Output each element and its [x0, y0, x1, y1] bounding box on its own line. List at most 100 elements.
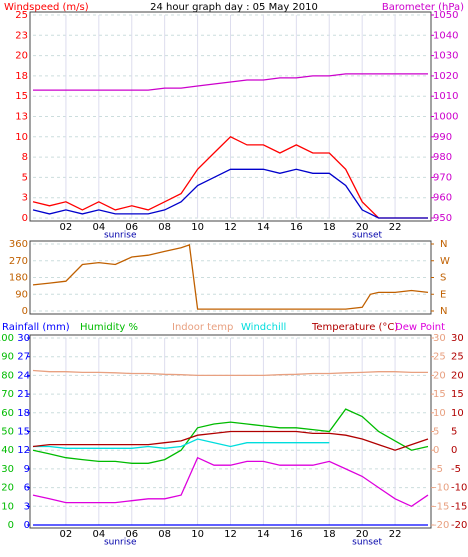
x-tick-label: 02: [60, 222, 73, 233]
y2-tick-label: N: [440, 306, 447, 317]
series-line: [32, 369, 428, 377]
y3-tick-label: 15: [17, 427, 30, 438]
y2-tick-label: 1010: [433, 91, 458, 102]
y-tick-label: 5: [22, 172, 28, 183]
y3-tick-label: 21: [17, 389, 30, 400]
y3-tick-label: 18: [17, 408, 30, 419]
y-tick-label: 8: [22, 152, 28, 163]
x-tick-label: 12: [224, 222, 237, 233]
y2-axis-label: Barometer (hPa): [382, 2, 464, 13]
y2-tick-label: 30: [451, 333, 464, 344]
series-line: [32, 168, 428, 219]
y-tick-label: 10: [1, 501, 14, 512]
legend-entry: Temperature (°C): [311, 322, 398, 333]
y-tick-label: 80: [1, 370, 14, 381]
annotation: sunrise: [104, 231, 137, 241]
x-tick-label: 12: [224, 529, 237, 540]
x-tick-label: 20: [356, 529, 369, 540]
y-tick-label: 13: [15, 112, 28, 123]
x-tick-label: 02: [60, 529, 73, 540]
y-tick-label: 360: [9, 239, 28, 250]
y-tick-label: 23: [15, 30, 28, 41]
y3-tick-label: 6: [24, 483, 30, 494]
y2-tick-label: 10: [433, 408, 446, 419]
x-tick-label: 08: [158, 529, 171, 540]
y2-tick-label: 5: [433, 427, 439, 438]
x-tick-label: 06: [125, 222, 138, 233]
y-tick-label: 10: [15, 132, 28, 143]
y-tick-label: 100: [0, 333, 14, 344]
y-tick-label: 70: [1, 389, 14, 400]
y2-tick-label: -10: [451, 483, 467, 494]
y2-tick-label: 10: [451, 408, 464, 419]
annotation: sunrise: [104, 538, 137, 548]
y2-tick-label: 0: [433, 445, 439, 456]
y2-tick-label: 980: [433, 152, 452, 163]
series-line: [32, 408, 429, 464]
y2-tick-label: 1020: [433, 71, 458, 82]
legend-entry: Indoor temp: [172, 322, 233, 333]
y-tick-label: 270: [9, 256, 28, 267]
legend-entry: Dew Point: [395, 322, 445, 333]
legend-entry: Windchill: [241, 322, 286, 333]
y2-tick-label: 960: [433, 193, 452, 204]
y3-tick-label: 3: [24, 501, 30, 512]
x-tick-label: 06: [125, 529, 138, 540]
y-tick-label: 50: [1, 427, 14, 438]
y2-tick-label: 15: [451, 389, 464, 400]
chart-title: 24 hour graph day : 05 May 2010: [150, 2, 318, 13]
y-tick-label: 0: [8, 520, 14, 531]
y2-tick-label: S: [440, 273, 446, 284]
y3-tick-label: 24: [17, 370, 30, 381]
legend-entry: Rainfall (mm): [2, 322, 70, 333]
y3-tick-label: 9: [24, 464, 30, 475]
x-tick-label: 20: [356, 222, 369, 233]
x-tick-label: 16: [290, 222, 303, 233]
y-tick-label: 15: [15, 91, 28, 102]
y2-tick-label: 30: [433, 333, 446, 344]
y2-tick-label: 1050: [433, 10, 458, 21]
y2-tick-label: E: [440, 289, 446, 300]
x-tick-label: 14: [257, 222, 270, 233]
y3-tick-label: 0: [24, 520, 30, 531]
series-line: [32, 244, 429, 310]
x-tick-label: 10: [191, 222, 204, 233]
y2-tick-label: W: [440, 256, 450, 267]
y-tick-label: 30: [1, 464, 14, 475]
y2-tick-label: 20: [451, 370, 464, 381]
series-line: [33, 73, 428, 91]
y2-tick-label: 0: [451, 445, 457, 456]
y2-tick-label: 25: [451, 352, 464, 363]
x-tick-label: 22: [389, 222, 402, 233]
y3-tick-label: 12: [17, 445, 30, 456]
y2-tick-label: -5: [451, 464, 461, 475]
x-tick-label: 08: [158, 222, 171, 233]
y-tick-label: 18: [15, 71, 28, 82]
y2-tick-label: 970: [433, 172, 452, 183]
x-tick-label: 18: [323, 222, 336, 233]
y-tick-label: 3: [22, 193, 28, 204]
y2-tick-label: 20: [433, 370, 446, 381]
y-tick-label: 90: [15, 289, 28, 300]
y2-tick-label: 990: [433, 132, 452, 143]
series-line: [32, 456, 429, 508]
annotation: sunset: [352, 538, 382, 548]
y2-tick-label: 25: [433, 352, 446, 363]
series-line: [33, 438, 330, 449]
y-tick-label: 0: [22, 306, 28, 317]
x-tick-label: 22: [389, 529, 402, 540]
y2-tick-label: -15: [451, 501, 467, 512]
y2-tick-label: 1000: [433, 112, 458, 123]
x-tick-label: 10: [191, 529, 204, 540]
y-tick-label: 25: [15, 10, 28, 21]
y2-tick-label: -5: [433, 464, 443, 475]
y-tick-label: 0: [22, 213, 28, 224]
y2-tick-label: 15: [433, 389, 446, 400]
y2-tick-label: 1040: [433, 30, 458, 41]
y2-tick-label: -20: [451, 520, 467, 531]
x-tick-label: 16: [290, 529, 303, 540]
y-axis-label: Windspeed (m/s): [4, 2, 89, 13]
y-tick-label: 20: [1, 483, 14, 494]
series-line: [32, 430, 429, 451]
